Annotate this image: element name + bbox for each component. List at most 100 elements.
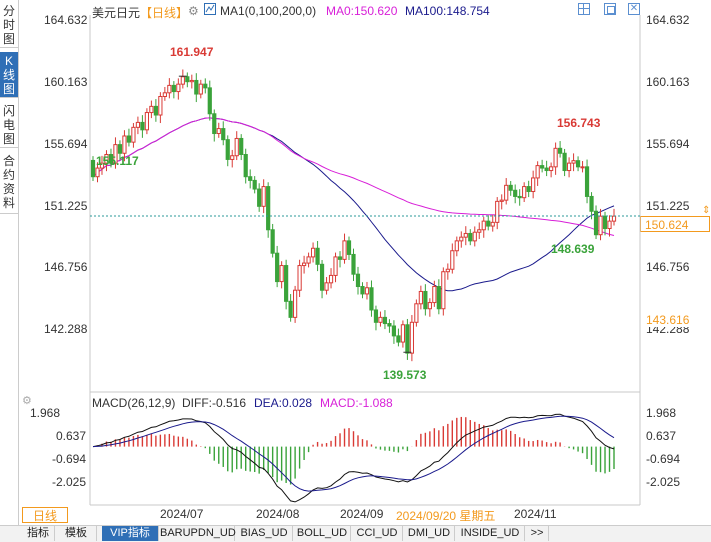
candle-body	[504, 184, 509, 201]
candle-body	[324, 282, 329, 291]
candle-body	[198, 83, 203, 95]
time-axis-label: 2024/07	[160, 507, 204, 521]
ma0-value: MA0:150.620	[326, 4, 398, 18]
candle-body	[243, 153, 248, 178]
close-icon[interactable]: ✕	[628, 3, 640, 15]
tab-vip-indicators[interactable]: VIP指标	[102, 526, 159, 541]
candle-body	[391, 325, 397, 337]
candle-body	[580, 166, 585, 169]
candle-body	[553, 147, 558, 168]
side-tab-kline[interactable]: K线图	[0, 52, 18, 98]
tab-indicators[interactable]: 指标	[22, 526, 55, 541]
candle-body	[230, 155, 235, 160]
tab-cci[interactable]: CCI_UD	[352, 526, 403, 541]
candle-body	[337, 256, 343, 260]
macd-axis-tick-left: -0.694	[52, 452, 87, 466]
price-axis-tick: 164.632	[646, 13, 690, 27]
side-tab-lightning[interactable]: 闪电图	[0, 102, 18, 148]
side-tab-timeshare[interactable]: 分时图	[0, 2, 18, 48]
period-label[interactable]: 【日线】	[140, 6, 189, 20]
side-divider	[18, 0, 19, 526]
tab-more[interactable]: >>	[526, 526, 549, 541]
tab-templates[interactable]: 模板	[56, 526, 97, 541]
candle-body	[207, 87, 212, 115]
candle-body	[562, 152, 567, 172]
candle-body	[477, 229, 482, 233]
candle-body	[257, 188, 262, 207]
candle-body	[427, 302, 432, 310]
tab-boll[interactable]: BOLL_UD	[294, 526, 351, 541]
candle-body	[270, 229, 275, 254]
macd-dea-line	[92, 415, 615, 492]
kline-chart[interactable]	[0, 0, 711, 526]
candle-body	[423, 290, 428, 310]
grid-icon[interactable]	[578, 3, 590, 15]
candle-body	[490, 221, 495, 227]
candle-body	[203, 83, 208, 89]
candle-body	[162, 92, 167, 98]
candle-body	[153, 105, 158, 116]
candle-body	[135, 121, 141, 128]
candle-body	[288, 300, 293, 318]
price-axis-tick-left: 160.163	[44, 75, 88, 89]
candle-body	[297, 265, 302, 291]
candle-body	[342, 240, 347, 260]
candle-body	[140, 121, 145, 131]
candle-body	[575, 160, 581, 168]
candle-body	[216, 128, 221, 135]
candle-body	[499, 199, 504, 202]
gear-icon[interactable]: ⚙	[188, 4, 199, 18]
candle-body	[513, 189, 518, 197]
candle-body	[176, 83, 181, 93]
side-tab-contract-info[interactable]: 合约资料	[0, 152, 18, 214]
candle-body	[261, 186, 266, 207]
candle-body	[212, 113, 217, 135]
crosshair-date: 2024/09/20 星期五	[396, 509, 496, 523]
candle-body	[310, 247, 316, 258]
candle-body	[144, 112, 149, 131]
low-annotation: 139.573	[383, 368, 427, 382]
candle-body	[481, 220, 486, 231]
candle-body	[593, 210, 599, 236]
macd-axis-tick-left: 1.968	[30, 406, 61, 420]
candle-body	[279, 265, 284, 283]
candle-body	[167, 84, 172, 94]
tab-bias[interactable]: BIAS_UD	[236, 526, 293, 541]
candle-body	[432, 286, 437, 304]
time-axis-label: 2024/08	[256, 507, 300, 521]
tab-inside[interactable]: INSIDE_UD	[456, 526, 525, 541]
price-axis-tick: 146.756	[646, 260, 690, 274]
candle-body	[194, 79, 199, 95]
candle-body	[180, 76, 185, 85]
ma-settings-icon[interactable]	[204, 3, 216, 15]
candle-body	[122, 135, 127, 154]
candle-body	[571, 160, 576, 164]
candle-body	[266, 186, 271, 231]
macd-value: MACD:-1.088	[320, 396, 393, 410]
candle-body	[387, 323, 392, 327]
ma0-line	[92, 117, 615, 236]
candle-body	[149, 105, 154, 114]
tab-barupdn[interactable]: BARUPDN_UD	[160, 526, 236, 541]
macd-dea: DEA:0.028	[254, 396, 313, 410]
candle-body	[526, 186, 531, 193]
macd-axis-tick: -0.694	[646, 452, 681, 466]
tab-dmi[interactable]: DMI_UD	[404, 526, 455, 541]
price-axis-tick-left: 142.288	[44, 322, 88, 336]
macd-axis-tick: -2.025	[646, 475, 681, 489]
candle-body	[108, 153, 114, 164]
macd-axis-tick: 1.968	[646, 406, 677, 420]
price-axis-tick: 160.163	[646, 75, 690, 89]
macd-settings-icon[interactable]: ⚙	[22, 395, 32, 407]
candle-body	[95, 167, 100, 178]
candle-body	[558, 147, 563, 154]
candle-body	[234, 137, 239, 157]
period-box[interactable]: 日线	[22, 507, 68, 523]
instrument-title: 美元日元	[92, 6, 141, 20]
candle-body	[126, 135, 132, 143]
candle-body	[99, 162, 105, 169]
candle-body	[333, 256, 338, 276]
candle-body	[346, 240, 352, 255]
candle-body	[301, 262, 307, 267]
restore-icon[interactable]	[604, 3, 616, 15]
